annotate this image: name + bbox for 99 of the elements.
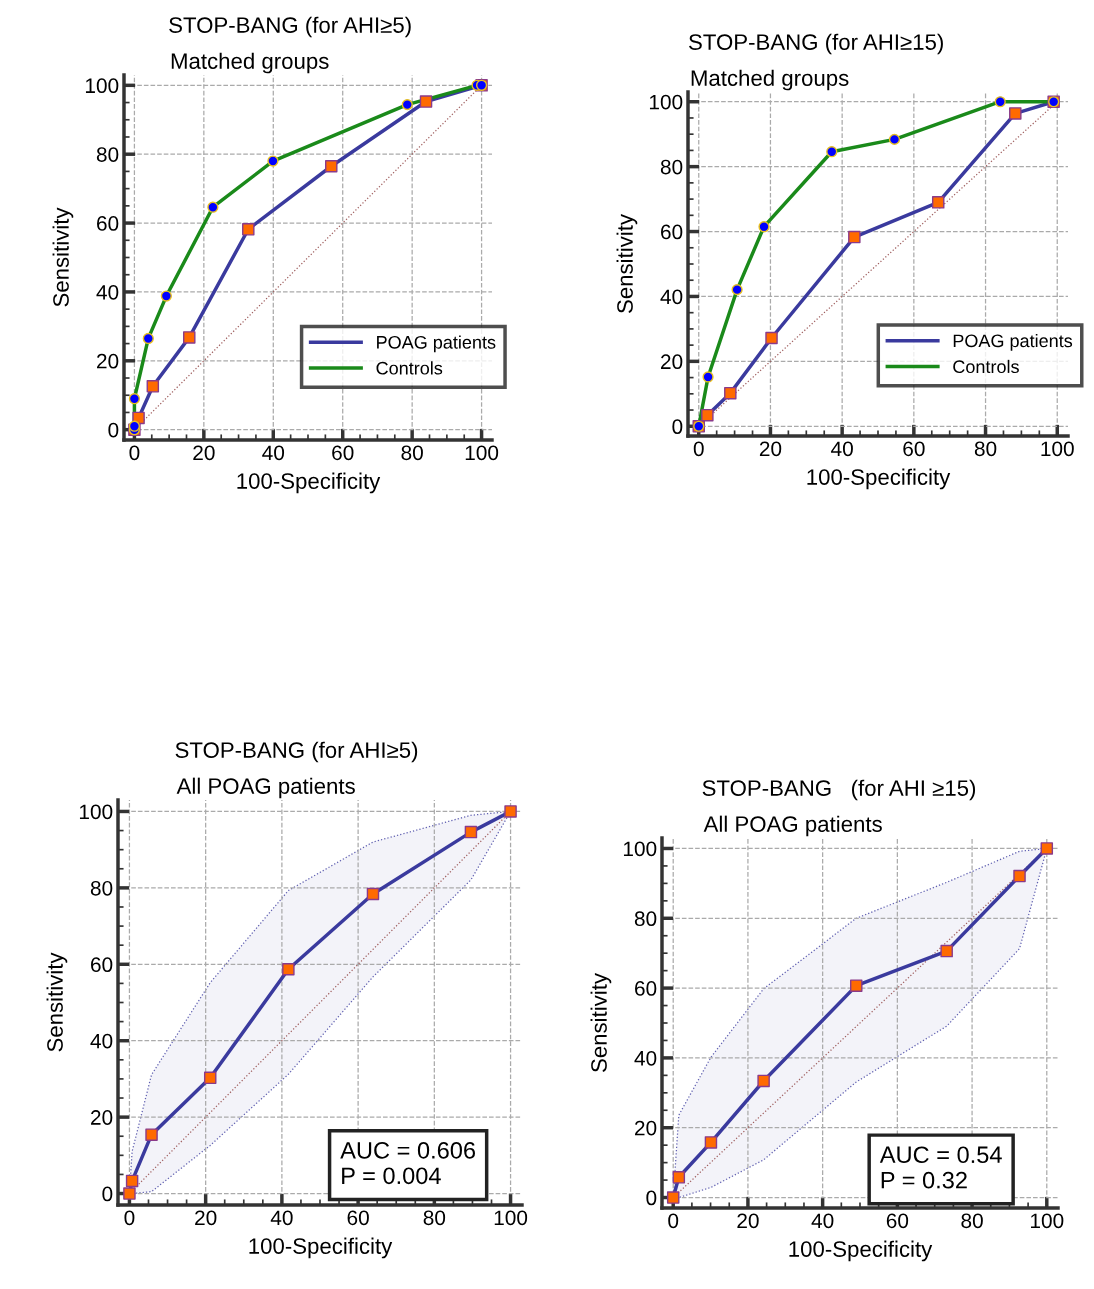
y-tick-label: 20 bbox=[661, 354, 683, 370]
y-axis-title: Sensitivity bbox=[46, 952, 68, 1052]
chart-title: STOP-BANG (for AHI≥15) bbox=[689, 33, 943, 55]
chart-subtitle: Matched groups bbox=[171, 52, 329, 74]
x-tick-label: 100 bbox=[465, 445, 499, 461]
legend-label: POAG patients bbox=[953, 333, 1073, 351]
x-axis-title: 100-Specificity bbox=[249, 1237, 393, 1259]
x-tick-label: 100 bbox=[1041, 441, 1074, 457]
x-axis-title: 100-Specificity bbox=[789, 1240, 933, 1262]
y-tick-label: 60 bbox=[97, 216, 119, 231]
x-tick-label: 100 bbox=[1031, 1213, 1064, 1229]
y-tick-label: 0 bbox=[672, 419, 683, 435]
x-tick-label: 80 bbox=[974, 441, 997, 457]
point bbox=[325, 159, 338, 173]
x-tick-label: 60 bbox=[332, 445, 354, 461]
y-tick-label: 80 bbox=[634, 911, 657, 927]
point bbox=[1009, 107, 1022, 120]
y-tick-label: 40 bbox=[96, 284, 119, 300]
y-tick-label: 40 bbox=[90, 1033, 113, 1049]
point bbox=[183, 331, 196, 344]
x-tick-label: 0 bbox=[693, 441, 704, 457]
legend-label: Controls bbox=[953, 359, 1019, 374]
point bbox=[931, 196, 945, 209]
point bbox=[757, 1074, 770, 1088]
y-tick-label: 0 bbox=[646, 1190, 657, 1206]
annotation: AUC = 0.606 bbox=[340, 1141, 476, 1159]
legend-label: Controls bbox=[376, 361, 443, 375]
point bbox=[704, 1136, 718, 1149]
y-tick-label: 80 bbox=[96, 147, 119, 162]
y-tick-label: 60 bbox=[661, 224, 683, 240]
chart-subtitle: All POAG patients bbox=[176, 777, 355, 799]
y-tick-label: 60 bbox=[635, 981, 657, 996]
point bbox=[203, 1071, 217, 1085]
point bbox=[282, 963, 295, 976]
chart-title: STOP-BANG (for AHI ≥15) bbox=[702, 779, 976, 801]
point bbox=[504, 805, 517, 818]
y-tick-label: 100 bbox=[79, 804, 113, 820]
y-tick-label: 0 bbox=[108, 422, 119, 438]
x-axis-title: 100-Specificity bbox=[807, 468, 951, 490]
point bbox=[464, 825, 478, 839]
x-tick-label: 60 bbox=[903, 441, 925, 457]
point bbox=[419, 95, 433, 108]
x-tick-label: 80 bbox=[961, 1213, 983, 1229]
point bbox=[848, 230, 861, 244]
y-axis-title: Sensitivity bbox=[590, 973, 612, 1073]
x-tick-label: 80 bbox=[401, 445, 423, 461]
x-tick-label: 60 bbox=[886, 1213, 909, 1229]
point bbox=[366, 887, 380, 901]
x-tick-label: 20 bbox=[193, 445, 215, 461]
x-tick-label: 20 bbox=[759, 441, 782, 457]
point bbox=[940, 944, 953, 958]
annotation: P = 0.32 bbox=[881, 1171, 967, 1189]
x-axis-title: 100-Specificity bbox=[237, 472, 381, 494]
y-tick-label: 100 bbox=[623, 841, 657, 857]
y-tick-label: 20 bbox=[91, 1110, 113, 1125]
point bbox=[123, 1187, 136, 1200]
x-tick-label: 40 bbox=[270, 1210, 293, 1226]
x-tick-label: 0 bbox=[124, 1210, 135, 1226]
point bbox=[724, 386, 737, 400]
point bbox=[850, 979, 863, 992]
y-axis-title: Sensitivity bbox=[616, 214, 638, 314]
y-tick-label: 60 bbox=[91, 957, 113, 973]
point bbox=[701, 408, 714, 422]
chart-title: STOP-BANG (for AHI≥5) bbox=[169, 16, 411, 38]
y-tick-label: 40 bbox=[660, 289, 683, 305]
x-tick-label: 60 bbox=[347, 1210, 369, 1226]
x-tick-label: 40 bbox=[811, 1213, 834, 1229]
x-tick-label: 20 bbox=[195, 1210, 217, 1226]
y-tick-label: 100 bbox=[649, 94, 683, 110]
y-tick-label: 20 bbox=[635, 1120, 657, 1136]
point bbox=[125, 1174, 139, 1188]
x-tick-label: 100 bbox=[494, 1210, 528, 1226]
point bbox=[132, 411, 145, 425]
chart-subtitle: All POAG patients bbox=[703, 815, 882, 837]
x-tick-label: 80 bbox=[423, 1210, 446, 1226]
y-tick-label: 80 bbox=[660, 159, 683, 175]
x-tick-label: 40 bbox=[831, 441, 853, 457]
y-tick-label: 0 bbox=[102, 1186, 113, 1202]
legend-label: POAG patients bbox=[377, 335, 496, 353]
chart-title: STOP-BANG (for AHI≥5) bbox=[175, 741, 418, 763]
x-tick-label: 40 bbox=[262, 445, 285, 461]
annotation: P = 0.004 bbox=[342, 1167, 441, 1185]
point bbox=[146, 380, 160, 393]
x-tick-label: 0 bbox=[129, 445, 140, 461]
point bbox=[145, 1128, 158, 1141]
point bbox=[672, 1171, 686, 1184]
chart-subtitle: Matched groups bbox=[691, 69, 849, 91]
point bbox=[1013, 869, 1026, 883]
y-tick-label: 80 bbox=[90, 880, 113, 896]
x-tick-label: 20 bbox=[737, 1213, 759, 1229]
y-tick-label: 100 bbox=[85, 78, 119, 94]
y-tick-label: 40 bbox=[634, 1050, 657, 1066]
point bbox=[765, 331, 778, 345]
y-tick-label: 20 bbox=[97, 353, 119, 369]
point bbox=[666, 1191, 680, 1204]
point bbox=[1040, 842, 1054, 855]
point bbox=[242, 223, 255, 236]
annotation: AUC = 0.54 bbox=[879, 1146, 1002, 1164]
y-axis-title: Sensitivity bbox=[52, 207, 74, 307]
